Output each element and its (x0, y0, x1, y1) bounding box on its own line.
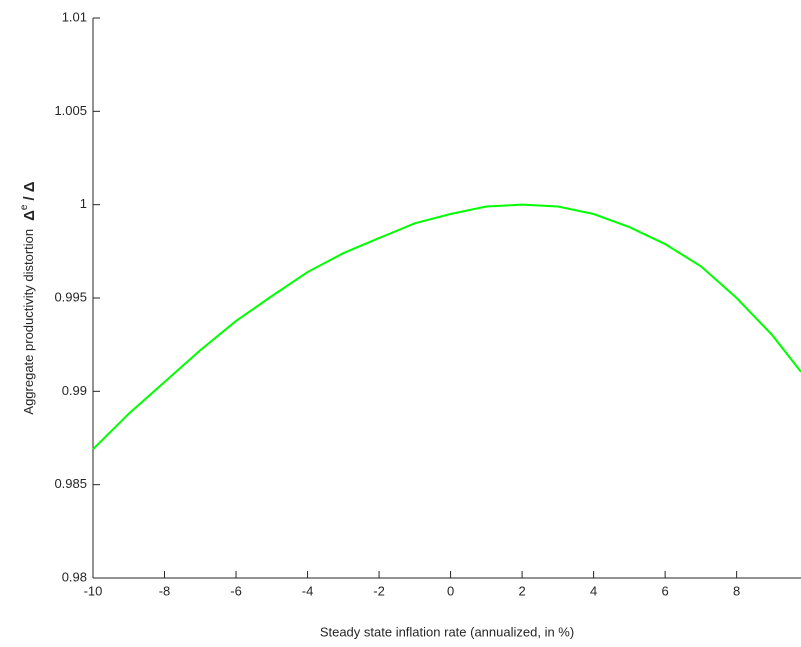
y-label-symbol: / Δ (21, 181, 38, 200)
data-line (92, 203, 801, 450)
y-tick-label: 0.985 (54, 476, 87, 491)
y-tick-label: 0.99 (62, 383, 87, 398)
y-tick-label: 1.005 (54, 103, 87, 118)
y-tick-label: 0.98 (62, 569, 87, 584)
x-tick-label: 6 (662, 583, 669, 598)
y-axis-label: Aggregate productivity distortion Δe / Δ (19, 181, 38, 414)
y-tick-label: 1.01 (62, 9, 87, 24)
y-label-text: Aggregate productivity distortion (21, 229, 36, 415)
y-tick-label: 1 (80, 196, 87, 211)
x-axis-label: Steady state inflation rate (annualized,… (320, 624, 574, 639)
y-tick-label: 0.995 (54, 289, 87, 304)
x-tick-label: -2 (373, 583, 385, 598)
y-label-superscript: e (19, 204, 30, 210)
y-label-symbol: Δ (21, 210, 38, 221)
x-tick-label: 8 (733, 583, 740, 598)
x-tick-label: -6 (230, 583, 242, 598)
x-tick-label: -4 (302, 583, 314, 598)
x-tick-label: 4 (590, 583, 597, 598)
x-tick-label: -10 (84, 583, 103, 598)
x-tick-label: 2 (518, 583, 525, 598)
x-tick-label: -8 (159, 583, 171, 598)
x-tick-label: 0 (447, 583, 454, 598)
